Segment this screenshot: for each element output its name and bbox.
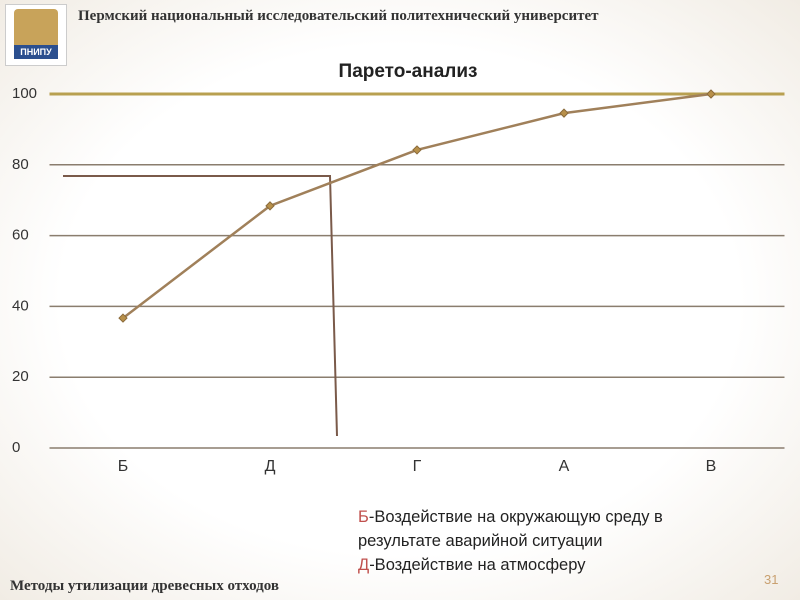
note-key: Д	[358, 556, 370, 574]
y-tick-label: 40	[12, 297, 29, 314]
chart-title: Парето-анализ	[339, 61, 478, 82]
y-tick-label: 60	[12, 227, 29, 244]
data-point	[265, 201, 275, 211]
data-point	[412, 145, 422, 155]
logo-band	[14, 45, 58, 59]
pareto-cutoff-line	[63, 175, 338, 437]
data-point	[118, 313, 128, 323]
note-text: -Воздействие на окружающую среду в резул…	[358, 508, 663, 550]
x-tick-label: Д	[265, 458, 276, 475]
data-point	[559, 108, 569, 118]
note-text: -Воздействие на атмосферу	[369, 556, 586, 574]
logo-text: ПНИПУ	[20, 47, 52, 57]
notes: Б-Воздействие на окружающую среду в резу…	[358, 505, 738, 577]
x-tick-label: Г	[413, 458, 422, 475]
x-tick-label: А	[559, 458, 570, 475]
x-tick-label: В	[706, 458, 717, 475]
y-tick-label: 20	[12, 368, 29, 385]
data-point	[706, 89, 716, 99]
note: Д-Воздействие на атмосферу	[358, 553, 738, 577]
data-line	[122, 92, 712, 320]
x-tick-label: Б	[118, 458, 129, 475]
logo-shield	[14, 9, 58, 45]
page-number: 31	[764, 572, 779, 587]
y-tick-label: 0	[12, 439, 20, 456]
university-name: Пермский национальный исследовательский …	[78, 8, 599, 24]
logo: ПНИПУ	[5, 4, 67, 66]
note-key: Б	[358, 508, 369, 526]
note: Б-Воздействие на окружающую среду в резу…	[358, 505, 738, 553]
y-tick-label: 100	[12, 85, 37, 102]
footer: Методы утилизации древесных отходов	[10, 578, 279, 594]
y-tick-label: 80	[12, 156, 29, 173]
